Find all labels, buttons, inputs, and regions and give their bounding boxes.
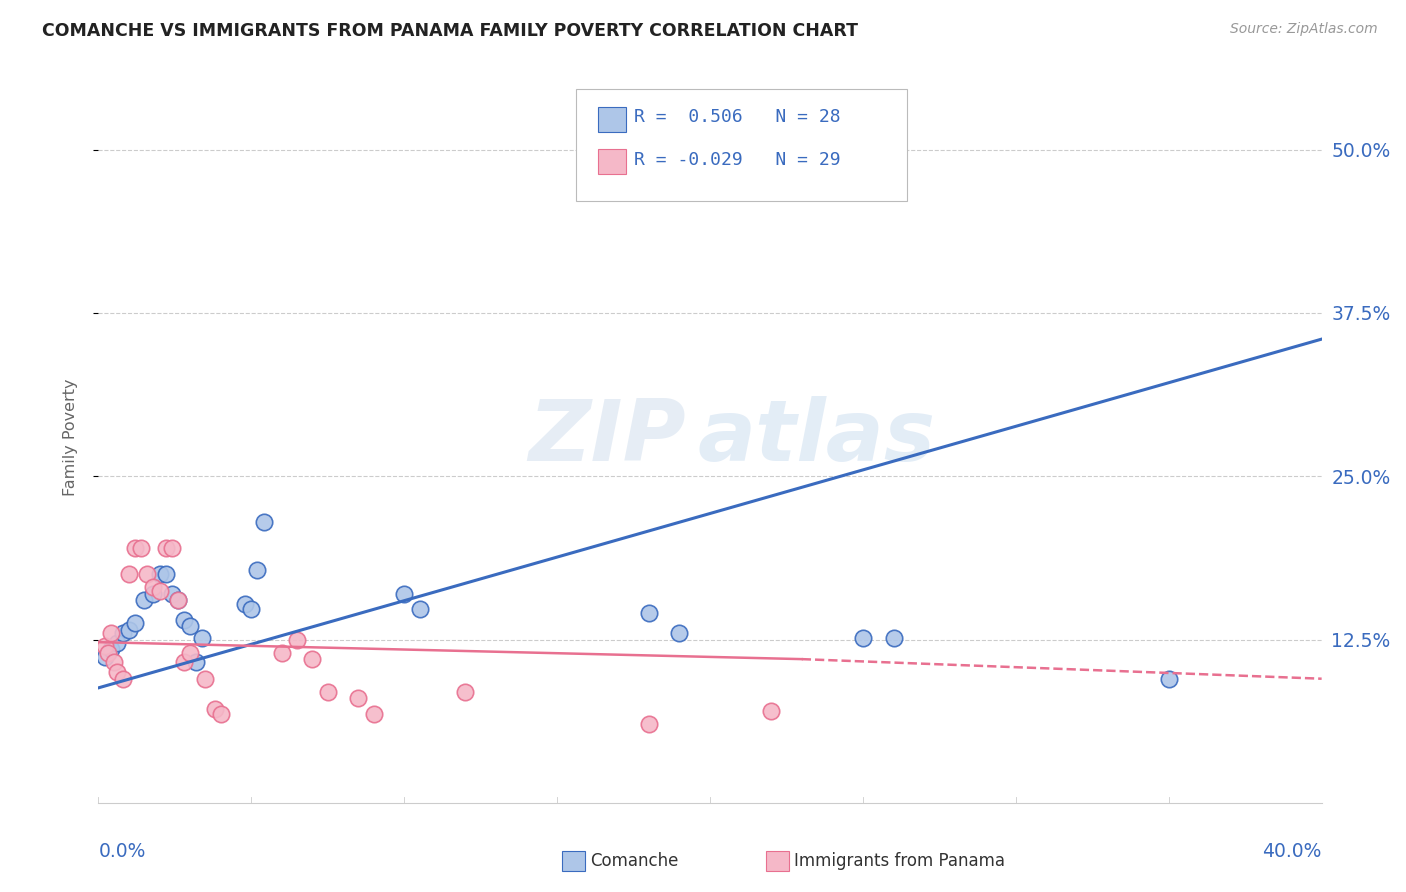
Point [167, 593, 190, 607]
Point [179, 619, 201, 633]
Point [209, 706, 232, 721]
Point [134, 593, 156, 607]
Point [186, 655, 208, 669]
Point [347, 691, 370, 706]
Point [124, 541, 146, 555]
Point [204, 702, 226, 716]
Point [111, 626, 134, 640]
Point [142, 580, 165, 594]
Point [100, 626, 122, 640]
Point [97, 646, 120, 660]
Point [160, 587, 183, 601]
Text: 40.0%: 40.0% [1263, 842, 1322, 861]
Point [191, 632, 214, 646]
Point [155, 541, 177, 555]
Point [111, 672, 134, 686]
Point [668, 626, 690, 640]
Point [93, 639, 115, 653]
Text: R =  0.506   N = 28: R = 0.506 N = 28 [634, 108, 841, 126]
Point [173, 655, 195, 669]
Point [637, 607, 661, 621]
Point [149, 567, 172, 582]
Point [316, 685, 339, 699]
Text: atlas: atlas [697, 395, 936, 479]
Point [285, 632, 308, 647]
Point [252, 515, 274, 529]
Point [240, 602, 263, 616]
Point [105, 636, 128, 650]
Point [103, 655, 125, 669]
Point [1157, 672, 1180, 686]
Point [759, 705, 782, 719]
Text: R = -0.029   N = 29: R = -0.029 N = 29 [634, 151, 841, 169]
Point [179, 646, 201, 660]
Point [142, 587, 165, 601]
Point [124, 615, 146, 630]
Point [118, 624, 141, 638]
Point [155, 567, 177, 582]
Point [363, 706, 385, 721]
Text: COMANCHE VS IMMIGRANTS FROM PANAMA FAMILY POVERTY CORRELATION CHART: COMANCHE VS IMMIGRANTS FROM PANAMA FAMIL… [42, 22, 858, 40]
Point [173, 613, 195, 627]
Point [100, 641, 122, 656]
Text: Source: ZipAtlas.com: Source: ZipAtlas.com [1230, 22, 1378, 37]
Point [149, 584, 172, 599]
Point [194, 672, 217, 686]
Y-axis label: Family Poverty: Family Poverty [63, 378, 77, 496]
Point [454, 685, 477, 699]
Text: 0.0%: 0.0% [98, 842, 146, 861]
Text: ZIP: ZIP [527, 395, 686, 479]
Point [118, 567, 141, 582]
Point [136, 567, 159, 582]
Point [246, 563, 269, 577]
Point [883, 632, 905, 646]
Point [167, 593, 190, 607]
Point [129, 541, 152, 555]
Point [160, 541, 183, 555]
Point [301, 652, 323, 666]
Point [270, 646, 292, 660]
Text: Immigrants from Panama: Immigrants from Panama [794, 852, 1005, 870]
Point [233, 597, 256, 611]
Text: Comanche: Comanche [591, 852, 679, 870]
Point [93, 649, 115, 664]
Point [408, 602, 430, 616]
Point [637, 717, 661, 731]
Point [852, 632, 875, 646]
Point [392, 587, 416, 601]
Point [105, 665, 128, 680]
